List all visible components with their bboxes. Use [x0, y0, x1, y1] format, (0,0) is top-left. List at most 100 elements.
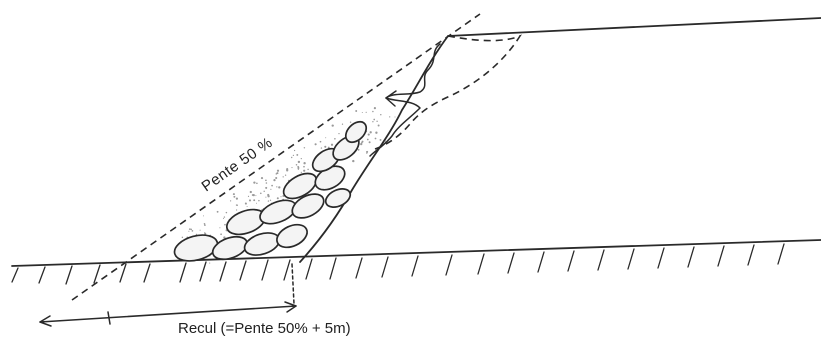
speckle-dot [365, 111, 367, 113]
speckle-dot [303, 165, 305, 168]
speckle-dot [338, 132, 340, 135]
speckle-dot [314, 143, 317, 146]
boulder [291, 193, 325, 219]
speckle-dot [276, 172, 279, 175]
speckle-dot [368, 141, 371, 144]
speckle-dot [269, 199, 272, 201]
speckle-dot [229, 200, 232, 202]
speckle-dot [249, 190, 252, 194]
speckle-dot [278, 186, 281, 189]
speckle-dot [273, 178, 276, 182]
dimension-arrow-left [39, 315, 52, 327]
speckle-dot [275, 176, 278, 180]
speckle-dot [297, 168, 300, 170]
speckle-dot [389, 116, 391, 118]
speckle-dot [232, 193, 235, 196]
boulder [344, 120, 368, 144]
speckle-dot [253, 181, 256, 184]
speckle-dot [355, 110, 358, 112]
setback-dimension [39, 263, 297, 327]
speckle-dot [357, 148, 360, 151]
speckle-dot [286, 169, 289, 172]
speckle-dot [366, 138, 369, 141]
dimension-line [39, 305, 297, 323]
speckle-dot [219, 227, 221, 229]
slip-crack-arrow [385, 90, 397, 107]
speckle-dot [199, 229, 201, 231]
speckle-dot [276, 186, 278, 188]
slope-label: Pente 50 % [199, 134, 276, 195]
speckle-dot [253, 199, 256, 202]
speckle-dot [297, 166, 300, 170]
boulder [276, 223, 308, 249]
speckle-dot [297, 160, 301, 164]
speckle-dot [324, 145, 327, 148]
speckle-dot [265, 196, 267, 198]
speckle-dot [297, 166, 300, 168]
dimension-tick [107, 311, 111, 325]
speckle-dot [220, 233, 222, 236]
speckle-dot [376, 120, 378, 123]
speckle-dot [325, 137, 327, 139]
speckle-dot [203, 223, 206, 225]
ground-hatching [11, 243, 785, 285]
speckle-dot [181, 236, 184, 239]
speckle-dot [361, 142, 363, 144]
speckle-dot [380, 113, 382, 116]
speckle-dot [300, 171, 302, 174]
speckle-dot [373, 107, 376, 110]
speckle-dot [303, 162, 306, 165]
speckle-dot [216, 210, 219, 213]
speckle-dot [222, 217, 225, 219]
speckle-dot [290, 156, 293, 159]
speckle-dot [319, 140, 322, 143]
speckle-dot [223, 236, 226, 239]
speckle-dot [263, 190, 265, 193]
speckle-dot [265, 186, 268, 189]
speckle-dot [271, 184, 273, 187]
speckle-dot [256, 202, 257, 204]
speckle-dot [256, 182, 258, 185]
speckle-dot [255, 195, 257, 197]
ground-line [11, 239, 821, 267]
speckle-dot [361, 111, 363, 114]
speckle-dot [190, 228, 193, 231]
speckle-dot [270, 188, 272, 190]
speckle-dot [209, 262, 211, 264]
speckle-dot [188, 228, 191, 231]
speckle-dot [251, 194, 254, 196]
speckle-dot [245, 202, 247, 204]
speckle-dot [188, 230, 190, 232]
speckle-dot [334, 138, 336, 140]
speckle-dot [265, 179, 267, 182]
speckle-dot [233, 195, 236, 198]
speckle-dot [349, 121, 352, 123]
fallen-boulders [173, 120, 368, 262]
speckle-dot [373, 118, 376, 121]
speckle-dot [375, 131, 378, 134]
speckle-dot [292, 154, 295, 157]
speckle-dot [293, 149, 296, 152]
speckle-dot [267, 193, 270, 197]
speckle-dot [307, 168, 309, 171]
speckle-dot [303, 169, 306, 172]
boulder [324, 188, 352, 208]
speckle-dot [384, 140, 387, 142]
speckle-dot [258, 199, 260, 202]
speckle-dot [372, 110, 374, 113]
speckle-dot [300, 158, 302, 160]
failure-zone-dashed-outline [371, 34, 522, 151]
speckle-dot [265, 182, 268, 184]
setback-label: Recul (=Pente 50% + 5m) [178, 320, 351, 337]
speckle-dot [282, 176, 284, 178]
speckle-dot [204, 224, 206, 226]
speckle-dot [276, 197, 279, 200]
speckle-dot [330, 143, 334, 146]
speckle-dot [295, 164, 298, 166]
speckle-dot [202, 215, 205, 217]
speckle-dot [223, 216, 226, 218]
speckle-dot [235, 209, 238, 211]
speckle-dot [341, 123, 344, 125]
speckle-dot [291, 167, 293, 169]
